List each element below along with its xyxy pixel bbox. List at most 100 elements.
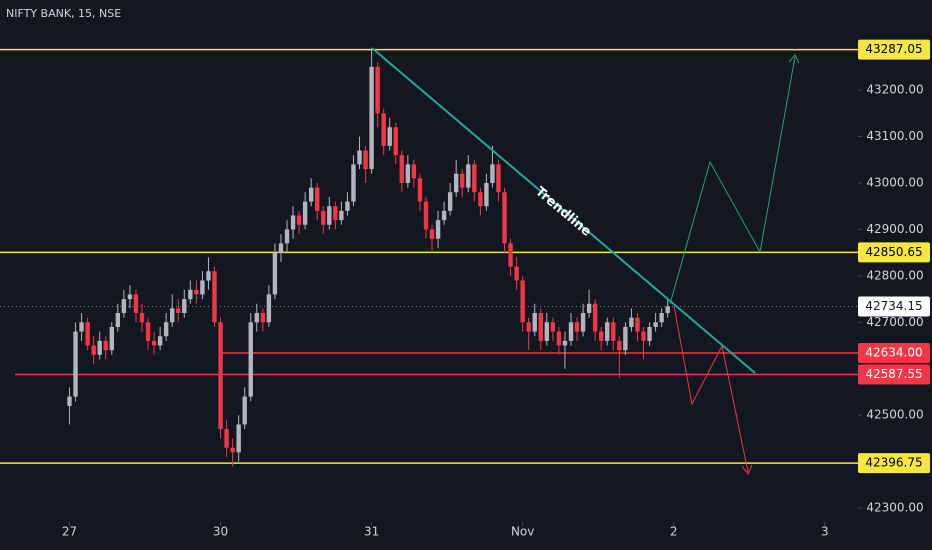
candle-body	[188, 289, 193, 300]
last-price-label: 42734.15	[865, 299, 922, 313]
candle-body	[133, 294, 139, 314]
candle-body	[103, 340, 108, 351]
x-tick-label: 27	[62, 525, 77, 539]
candle-body	[333, 206, 338, 221]
candle-body	[163, 322, 169, 337]
x-tick-label: 2	[670, 525, 678, 539]
candle-body	[472, 164, 477, 193]
y-tick-label: 43200.00	[866, 83, 923, 97]
bull-path	[669, 56, 796, 305]
candle-body	[580, 313, 586, 332]
level-tag	[858, 39, 930, 60]
candle-body	[405, 164, 411, 183]
levels	[0, 48, 858, 464]
candle-body	[429, 229, 435, 239]
candle-body	[321, 210, 326, 225]
candle-body	[550, 322, 556, 332]
candle-body	[490, 164, 495, 183]
candle-body	[157, 336, 163, 346]
y-tick-label: 42300.00	[866, 501, 923, 515]
candle-body	[520, 280, 525, 323]
candle-body	[460, 173, 465, 188]
candle-body	[91, 345, 96, 355]
candle-body	[532, 313, 537, 332]
candle-body	[351, 164, 356, 202]
candle-body	[248, 322, 253, 397]
candle-body	[254, 313, 259, 323]
candle-body	[296, 215, 302, 225]
candle-body	[218, 322, 223, 430]
candle-body	[79, 322, 84, 332]
candle-body	[170, 308, 175, 323]
candle-body	[315, 187, 320, 211]
candle-body	[230, 447, 235, 453]
level-tag	[858, 242, 930, 263]
candle-body	[369, 66, 374, 170]
bear-path	[673, 305, 749, 473]
candle-body	[73, 331, 78, 397]
candle-body	[514, 266, 519, 281]
candle-body	[617, 340, 622, 351]
candle-body	[641, 331, 646, 341]
candle-body	[302, 201, 308, 225]
candles	[67, 49, 670, 467]
trendline	[371, 47, 756, 374]
candle-body	[139, 313, 145, 323]
candle-body	[212, 271, 217, 323]
candle-body	[653, 322, 658, 327]
candle-body	[224, 429, 229, 448]
candle-body	[284, 229, 290, 244]
bull-arrow	[788, 54, 800, 64]
candle-body	[453, 173, 459, 193]
candle-body	[417, 178, 423, 202]
candle-body	[435, 220, 441, 239]
y-tick-label: 42500.00	[866, 408, 923, 422]
candle-body	[85, 322, 90, 346]
candle-body	[568, 322, 574, 341]
candle-body	[387, 127, 392, 146]
y-tick-label: 42900.00	[866, 222, 923, 236]
candle-body	[466, 164, 471, 188]
candle-body	[647, 326, 652, 341]
level-label: 42634.00	[865, 345, 922, 359]
x-tick-label: 31	[364, 525, 379, 539]
candle-body	[278, 243, 284, 253]
candle-body	[611, 322, 616, 341]
candle-body	[599, 331, 604, 341]
candle-body	[629, 317, 634, 327]
candle-body	[586, 303, 592, 314]
candle-body	[194, 289, 199, 295]
level-tag	[858, 342, 930, 363]
candle-body	[592, 303, 598, 332]
candle-body	[635, 317, 640, 332]
x-tick-label: 3	[821, 525, 829, 539]
candle-body	[381, 113, 386, 146]
candle-body	[605, 322, 610, 341]
candle-body	[109, 326, 114, 351]
y-tick-label: 42700.00	[866, 315, 923, 329]
candle-body	[115, 313, 121, 327]
level-label: 42396.75	[865, 456, 922, 470]
candle-body	[375, 66, 380, 114]
candle-body	[411, 164, 417, 179]
candle-body	[176, 308, 181, 314]
projections	[371, 47, 800, 475]
candle-body	[357, 150, 362, 165]
candle-body	[127, 294, 133, 300]
candle-body	[345, 201, 350, 211]
candle-body	[206, 271, 211, 281]
candle-body	[67, 396, 72, 406]
candle-body	[496, 164, 501, 193]
candle-body	[363, 150, 368, 170]
candle-body	[151, 340, 157, 346]
candle-body	[260, 313, 266, 323]
candle-body	[665, 306, 670, 314]
y-tick-label: 43000.00	[866, 175, 923, 189]
candle-body	[659, 313, 664, 323]
candle-body	[272, 252, 278, 295]
candle-body	[236, 424, 241, 453]
candle-body	[327, 206, 332, 225]
level-label: 42850.65	[865, 245, 922, 259]
candle-body	[399, 155, 405, 183]
